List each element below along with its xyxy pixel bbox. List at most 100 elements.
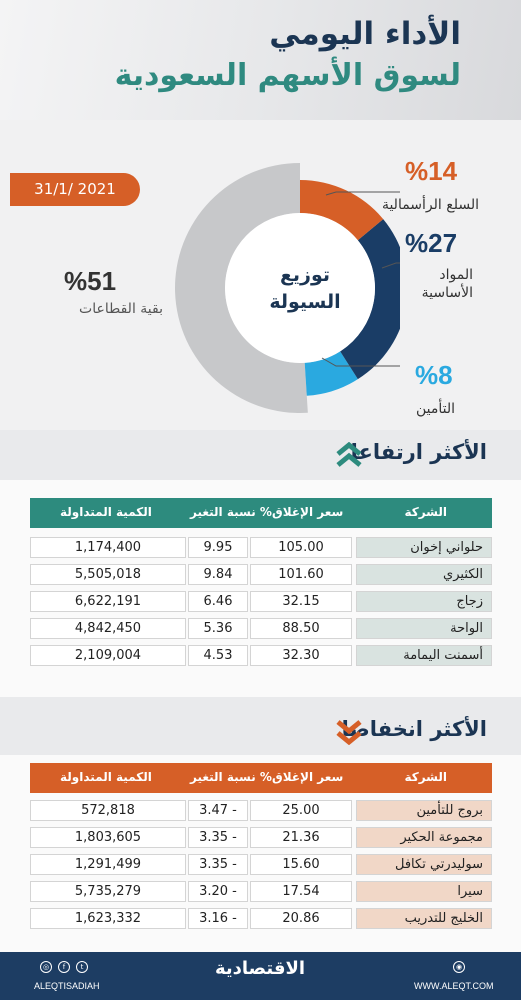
col-change: نسبة التغير % — [190, 505, 272, 519]
table-row: بروج للتأمين 25.00 3.47 -572,818 — [30, 800, 492, 821]
close-price-cell: 101.60 — [250, 564, 352, 585]
change-pct-cell: 3.16 - — [188, 908, 248, 929]
donut-center-line2: السيولة — [269, 291, 340, 313]
volume-cell: 5,735,279 — [30, 881, 186, 902]
losers-table-header: الشركة سعر الإغلاق نسبة التغير % الكمية … — [30, 763, 492, 793]
close-price-cell: 15.60 — [250, 854, 352, 875]
leader-line-capital-goods — [325, 191, 400, 196]
close-price-cell: 21.36 — [250, 827, 352, 848]
double-up-arrow-icon — [336, 442, 362, 467]
liquidity-distribution-section: 31/1/ 2021 توزيع السيولة %14 السلع الرأس… — [0, 120, 521, 430]
donut-segment-materials — [340, 219, 400, 380]
company-cell: زجاج — [356, 591, 492, 612]
globe-icon[interactable]: ◉ — [453, 961, 465, 973]
change-pct-cell: 9.95 — [188, 537, 248, 558]
col-close: سعر الإغلاق — [272, 770, 344, 784]
close-price-cell: 88.50 — [250, 618, 352, 639]
page-title: الأداء اليومي — [269, 16, 461, 52]
company-cell: الواحة — [356, 618, 492, 639]
table-row: مجموعة الحكير 21.36 3.35 -1,803,605 — [30, 827, 492, 848]
brand-logo: الاقتصادية — [214, 958, 306, 979]
change-pct-cell: 9.84 — [188, 564, 248, 585]
volume-cell: 5,505,018 — [30, 564, 186, 585]
close-price-cell: 32.15 — [250, 591, 352, 612]
instagram-icon[interactable]: ◎ — [40, 961, 52, 973]
col-qty: الكمية المتداولة — [60, 505, 152, 519]
losers-title: الأكثر انخفاضا — [341, 717, 487, 741]
liquidity-donut-chart: توزيع السيولة — [175, 163, 400, 413]
change-pct-cell: 3.35 - — [188, 827, 248, 848]
segment-label-other-sectors: بقية القطاعات — [79, 301, 163, 317]
table-row: حلواني إخوان 105.00 9.95 1,174,400 — [30, 537, 492, 558]
website-link[interactable]: WWW.ALEQT.COM — [414, 981, 494, 991]
col-company: الشركة — [404, 505, 447, 519]
gainers-table: الشركة سعر الإغلاق نسبة التغير % الكمية … — [0, 480, 521, 697]
col-close: سعر الإغلاق — [272, 505, 344, 519]
segment-pct-capital-goods: %14 — [405, 156, 458, 186]
close-price-cell: 32.30 — [250, 645, 352, 666]
change-pct-cell: 4.53 — [188, 645, 248, 666]
segment-label-capital-goods: السلع الرأسمالية — [381, 197, 479, 213]
volume-cell: 572,818 — [30, 800, 186, 821]
gainers-section-header: الأكثر ارتفاعا — [0, 430, 521, 480]
gainers-title: الأكثر ارتفاعا — [350, 440, 487, 464]
twitter-icon[interactable]: t — [76, 961, 88, 973]
losers-table: الشركة سعر الإغلاق نسبة التغير % الكمية … — [0, 755, 521, 952]
close-price-cell: 17.54 — [250, 881, 352, 902]
company-cell: سيرا — [356, 881, 492, 902]
company-cell: أسمنت اليمامة — [356, 645, 492, 666]
losers-section-header: الأكثر انخفاضا — [0, 697, 521, 755]
volume-cell: 1,291,499 — [30, 854, 186, 875]
header: الأداء اليومي لسوق الأسهم السعودية — [0, 0, 521, 120]
change-pct-cell: 3.20 - — [188, 881, 248, 902]
table-row: سوليدرتي تكافل 15.60 3.35 -1,291,499 — [30, 854, 492, 875]
footer: ◎ f t ALEQTISADIAH الاقتصادية ◉ WWW.ALEQ… — [0, 952, 521, 1000]
table-row: سيرا 17.54 3.20 -5,735,279 — [30, 881, 492, 902]
col-change: نسبة التغير % — [190, 770, 272, 784]
company-cell: الكثيري — [356, 564, 492, 585]
segment-label-materials-line2: الأساسية — [421, 285, 473, 301]
facebook-icon[interactable]: f — [58, 961, 70, 973]
col-qty: الكمية المتداولة — [60, 770, 152, 784]
change-pct-cell: 3.47 - — [188, 800, 248, 821]
segment-label-insurance: التأمين — [415, 401, 455, 417]
company-cell: بروج للتأمين — [356, 800, 492, 821]
close-price-cell: 20.86 — [250, 908, 352, 929]
table-row: الخليج للتدريب 20.86 3.16 -1,623,332 — [30, 908, 492, 929]
donut-segment-capital-goods — [300, 180, 384, 241]
donut-center — [225, 213, 375, 363]
volume-cell: 1,803,605 — [30, 827, 186, 848]
segment-label-materials-line1: المواد — [439, 267, 473, 283]
table-row: زجاج 32.15 6.46 6,622,191 — [30, 591, 492, 612]
gainers-table-header: الشركة سعر الإغلاق نسبة التغير % الكمية … — [30, 498, 492, 528]
volume-cell: 4,842,450 — [30, 618, 186, 639]
company-cell: حلواني إخوان — [356, 537, 492, 558]
segment-pct-other-sectors: %51 — [64, 266, 117, 296]
donut-center-line1: توزيع — [280, 264, 330, 286]
volume-cell: 1,623,332 — [30, 908, 186, 929]
volume-cell: 6,622,191 — [30, 591, 186, 612]
table-row: أسمنت اليمامة 32.30 4.53 2,109,004 — [30, 645, 492, 666]
page-subtitle: لسوق الأسهم السعودية — [114, 58, 461, 93]
close-price-cell: 105.00 — [250, 537, 352, 558]
volume-cell: 2,109,004 — [30, 645, 186, 666]
segment-pct-materials: %27 — [405, 228, 458, 258]
double-down-arrow-icon — [336, 720, 362, 745]
change-pct-cell: 6.46 — [188, 591, 248, 612]
change-pct-cell: 3.35 - — [188, 854, 248, 875]
donut-segment-insurance — [304, 351, 358, 396]
close-price-cell: 25.00 — [250, 800, 352, 821]
segment-pct-insurance: %8 — [415, 360, 453, 390]
company-cell: مجموعة الحكير — [356, 827, 492, 848]
social-handle: ALEQTISADIAH — [34, 981, 100, 991]
leader-line-insurance — [321, 357, 400, 367]
table-row: الواحة 88.50 5.36 4,842,450 — [30, 618, 492, 639]
company-cell: الخليج للتدريب — [356, 908, 492, 929]
table-row: الكثيري 101.60 9.84 5,505,018 — [30, 564, 492, 585]
leader-line-materials — [381, 262, 400, 269]
col-company: الشركة — [404, 770, 447, 784]
date-badge: 31/1/ 2021 — [10, 173, 140, 206]
leader-lines — [321, 191, 400, 367]
donut-segment-other-sectors — [175, 163, 308, 413]
change-pct-cell: 5.36 — [188, 618, 248, 639]
